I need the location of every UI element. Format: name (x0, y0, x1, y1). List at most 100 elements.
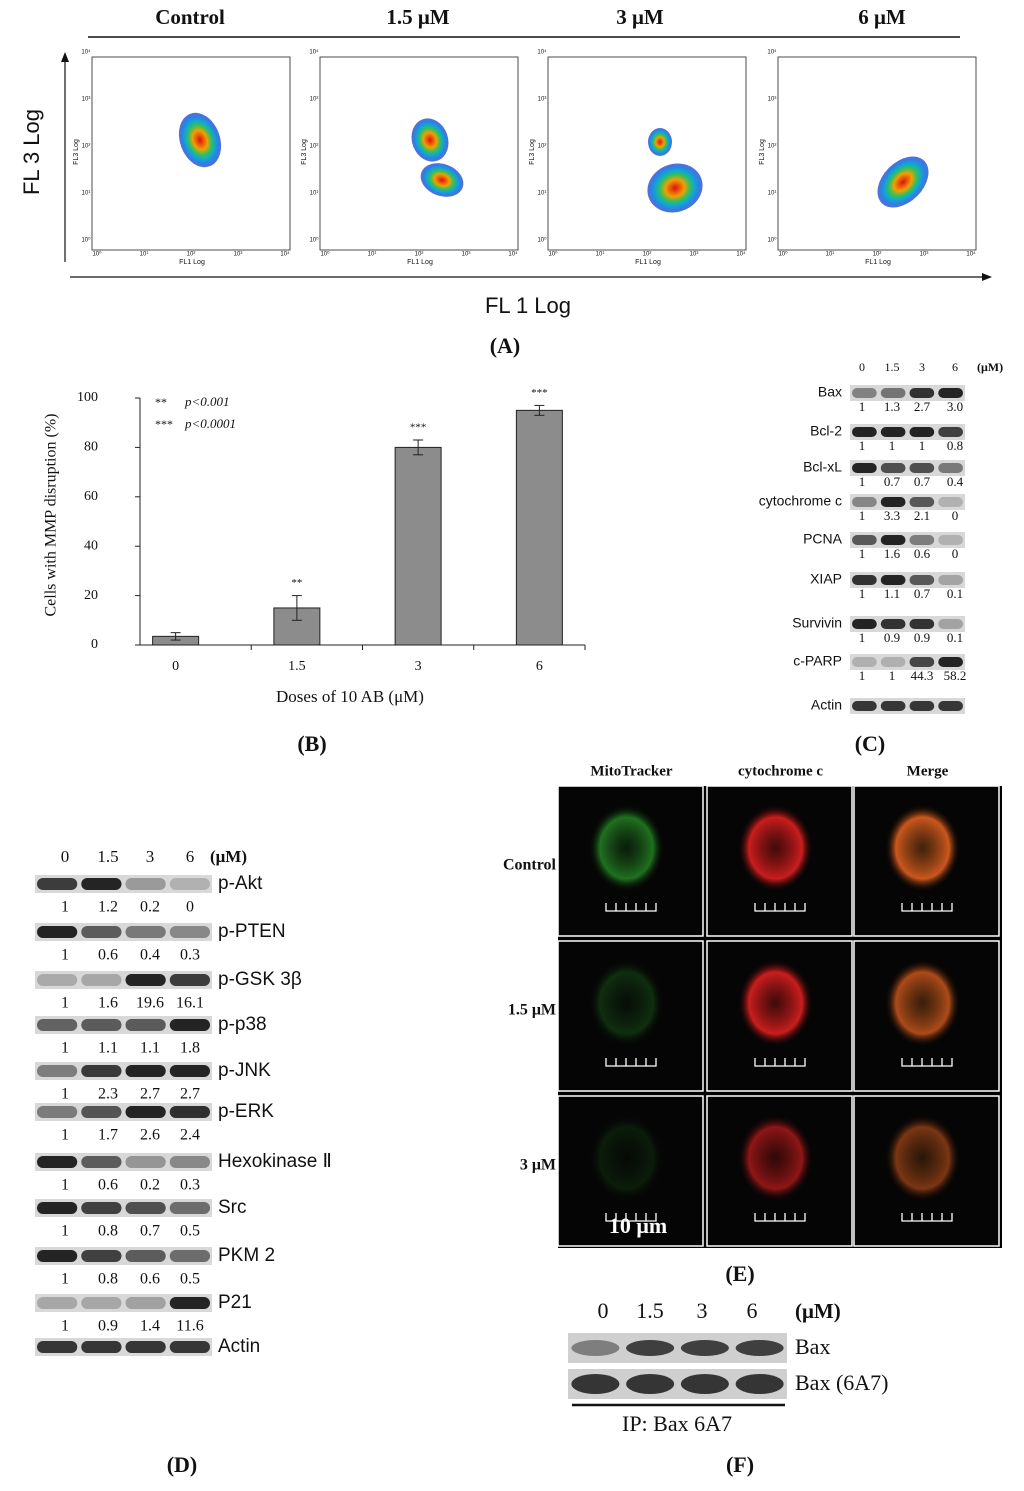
quant-value: 1 (61, 995, 69, 1012)
blot-band (125, 1019, 166, 1031)
quant-value: 0.8 (947, 438, 963, 453)
panel-caption: (A) (490, 333, 521, 358)
x-tick-label: 10¹ (140, 252, 149, 258)
blot-band (169, 878, 210, 890)
blot-band (880, 463, 906, 473)
blot-strip (35, 1199, 212, 1217)
quant-value: 0.6 (98, 947, 118, 964)
dose-label: 6 (747, 1298, 758, 1323)
blot-label: Actin (218, 1336, 260, 1357)
blot-label: p-GSK 3β (218, 969, 302, 990)
significance: ** (291, 577, 302, 589)
blot-band (880, 619, 906, 629)
cell (588, 1114, 665, 1202)
quant-value: 0.5 (180, 1223, 200, 1240)
blot-band (852, 657, 877, 667)
y-tick-label: 10⁰ (767, 237, 777, 244)
blot-strip (35, 1153, 212, 1171)
significance: *** (531, 387, 548, 399)
quant-value: 0.3 (180, 1177, 200, 1194)
blot-band (125, 1202, 166, 1214)
blot-band (938, 701, 963, 711)
blot-band (880, 657, 906, 667)
blot-band (169, 926, 210, 938)
quant-value: 44.3 (911, 668, 934, 683)
error-bar (170, 632, 181, 641)
blot-band (81, 974, 122, 986)
blot-band (735, 1374, 784, 1394)
blot-band (938, 535, 963, 545)
unit-label: (μM) (795, 1299, 841, 1323)
quant-value: 0.7 (140, 1223, 160, 1240)
blot-band (680, 1340, 729, 1356)
blot-band (852, 701, 877, 711)
blot-strip (35, 923, 212, 941)
blot-band (909, 427, 935, 437)
row-title: 1.5 μM (508, 1002, 556, 1019)
x-tick-label: 10² (415, 252, 424, 258)
x-tick-label: 10⁰ (778, 251, 788, 258)
blot-band (37, 1065, 78, 1077)
x-tick-label: 10⁰ (548, 251, 558, 258)
blot-label: Actin (811, 697, 842, 713)
blot-strip (850, 654, 965, 670)
scale-bar (754, 1213, 806, 1222)
quant-value: 0.2 (140, 899, 160, 916)
bar (515, 409, 563, 646)
panel-caption: (E) (725, 1261, 754, 1286)
dose-label: 1.5 (636, 1298, 664, 1323)
quant-value: 3.3 (884, 508, 900, 523)
blot-band (37, 974, 78, 986)
panel-caption: (F) (726, 1452, 754, 1477)
blot-band (169, 1065, 210, 1077)
event-cloud (647, 163, 703, 213)
blot-band (37, 1297, 78, 1309)
blot-band (169, 1202, 210, 1214)
scale-bar (754, 1058, 806, 1067)
quant-value: 1 (859, 399, 866, 414)
panel-caption: (D) (167, 1452, 198, 1477)
quant-value: 0 (952, 546, 959, 561)
cell (588, 804, 665, 892)
quant-value: 2.4 (180, 1127, 200, 1144)
quant-value: 58.2 (944, 668, 967, 683)
quant-value: 0.6 (140, 1271, 160, 1288)
blot-strip (850, 424, 965, 440)
plot-frame (547, 56, 747, 251)
scale-bar (901, 1213, 953, 1222)
blot-band (169, 974, 210, 986)
quant-value: 0.9 (884, 630, 900, 645)
axis-title: Cells with MMP disruption (%) (43, 414, 60, 617)
quant-value: 1 (61, 947, 69, 964)
blot-label: Bcl-xL (803, 459, 842, 475)
plot-x-label: FL1 Log (179, 259, 205, 266)
y-tick-label: 10² (538, 144, 547, 150)
blot-band (169, 1106, 210, 1118)
y-tick-label: 10³ (310, 97, 319, 103)
x-tick-label: 10³ (234, 252, 243, 258)
blot-band (125, 1106, 166, 1118)
quant-value: 1 (61, 1223, 69, 1240)
y-tick-label: 10³ (538, 97, 547, 103)
x-tick-label: 10² (643, 252, 652, 258)
quant-value: 1 (61, 1177, 69, 1194)
blot-label: Survivin (792, 615, 842, 631)
row-title: Control (503, 857, 557, 874)
blot-band (880, 427, 906, 437)
blot-band (880, 388, 906, 398)
blot-strip (850, 532, 965, 548)
quant-value: 0.8 (98, 1271, 118, 1288)
plot-y-label: FL3 Log (529, 139, 536, 165)
blot-strip (35, 1247, 212, 1265)
blot-band (125, 1297, 166, 1309)
y-tick-label: 10² (82, 144, 91, 150)
x-tick-label: 0 (172, 659, 179, 674)
quant-value: 1 (859, 546, 866, 561)
plot-x-label: FL1 Log (635, 259, 661, 266)
cell (737, 959, 814, 1047)
blot-band (81, 926, 122, 938)
blot-band (37, 1341, 78, 1353)
event-cloud (411, 118, 449, 162)
y-tick-label: 10¹ (310, 191, 319, 197)
